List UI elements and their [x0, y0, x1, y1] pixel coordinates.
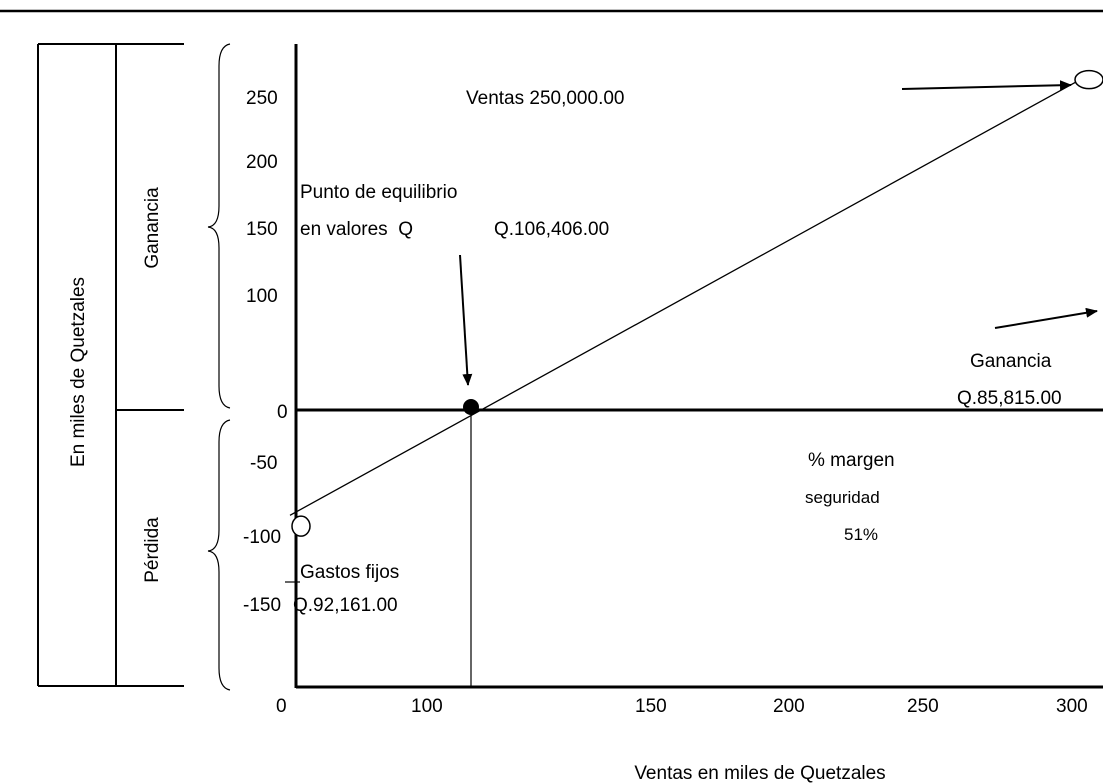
y-tick-label: 200: [246, 152, 278, 173]
arrow-profit: [994, 307, 1098, 329]
y-tick-label: -150: [243, 595, 281, 616]
region-label-perdida: Pérdida: [142, 517, 163, 583]
region-label-ganancia: Ganancia: [142, 187, 163, 269]
safety-margin-label: seguridad: [805, 488, 880, 507]
sales-annotation: Ventas 250,000.00: [466, 88, 624, 109]
x-axis-label: Ventas en miles de Quetzales: [634, 763, 885, 784]
y-tick-label: 250: [246, 88, 278, 109]
x-tick-label: 100: [411, 696, 443, 717]
y-tick-label: 150: [246, 219, 278, 240]
left-label-box: [37, 43, 184, 687]
x-tick-label: 200: [773, 696, 805, 717]
safety-margin-value: 51%: [844, 525, 878, 544]
brace-perdida: [207, 419, 231, 691]
x-tick-label: 250: [907, 696, 939, 717]
arrow-to-end-point: [901, 80, 1072, 91]
fixed-costs-value: Q.92,161.00: [293, 595, 398, 616]
end-point: [1074, 69, 1103, 90]
break-even-point: [463, 399, 479, 415]
break-even-label: Punto de equilibrio: [300, 182, 457, 203]
y-tick-label: 0: [277, 402, 288, 423]
y-tick-label: 100: [246, 286, 278, 307]
x-tick-label: 150: [635, 696, 667, 717]
break-even-label: en valores Q: [300, 219, 413, 240]
y-tick-label: -100: [243, 527, 281, 548]
brace-ganancia: [207, 43, 231, 409]
x-tick-label: 300: [1056, 696, 1088, 717]
x-tick-label: 0: [276, 696, 287, 717]
sales-line: [289, 78, 1083, 516]
y-tick-label: -50: [250, 453, 277, 474]
fixed-costs-label: Gastos fijos: [300, 562, 399, 583]
y-axis-label: En miles de Quetzales: [68, 277, 89, 467]
arrow-to-break-even: [459, 254, 473, 386]
safety-margin-label: % margen: [808, 450, 895, 471]
profit-label: Ganancia: [970, 351, 1052, 372]
profit-value: Q.85,815.00: [957, 388, 1062, 409]
break-even-value: Q.106,406.00: [494, 219, 609, 240]
start-point: [291, 515, 311, 537]
